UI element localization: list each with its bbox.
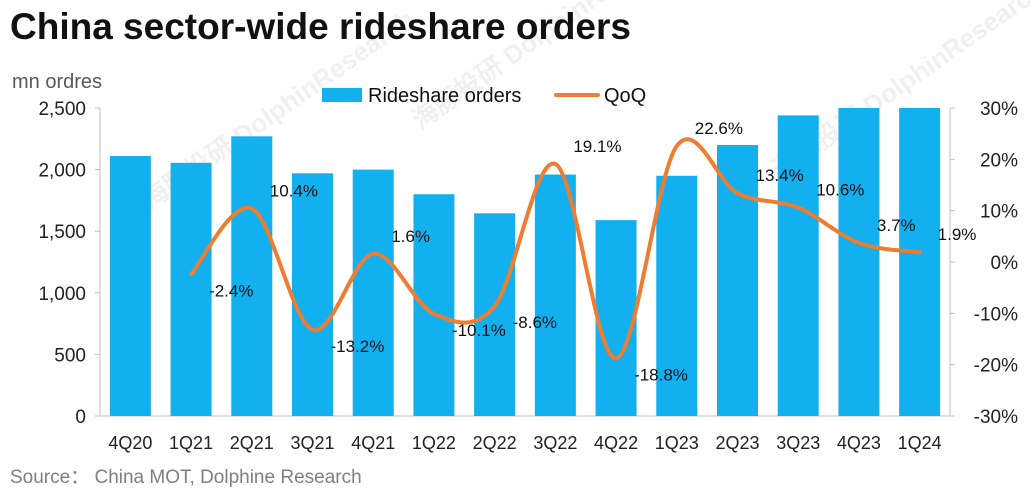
- bars: [109, 108, 941, 416]
- bar: [717, 144, 758, 416]
- x-tick-label: 1Q22: [412, 433, 456, 453]
- qoq-data-label: 3.7%: [877, 216, 916, 235]
- left-tick-label: 0: [75, 407, 86, 428]
- x-tick-label: 4Q20: [108, 433, 152, 453]
- right-tick-label: 20%: [980, 150, 1018, 171]
- x-tick-label: 3Q23: [776, 433, 820, 453]
- right-tick-label: 0%: [991, 253, 1019, 274]
- left-tick-label: 2,000: [38, 161, 86, 182]
- qoq-data-label: -8.6%: [513, 313, 557, 332]
- right-tick-label: 30%: [980, 99, 1018, 120]
- axes: 0 500 1,000 1,500 2,000 2,500 -30% -20% -10% 0% 10…: [38, 99, 1018, 453]
- right-tick-label: -10%: [974, 304, 1018, 325]
- left-tick-label: 2,500: [38, 99, 86, 120]
- right-tick-label: -20%: [974, 356, 1018, 377]
- left-tick-label: 1,500: [38, 222, 86, 243]
- bar: [231, 136, 273, 416]
- x-tick-label: 1Q23: [655, 433, 699, 453]
- chart-title: China sector-wide rideshare orders: [10, 6, 631, 47]
- qoq-data-label: -18.8%: [634, 366, 688, 385]
- bar: [534, 174, 576, 416]
- legend: Rideshare orders QoQ: [322, 85, 646, 107]
- bar: [595, 220, 637, 416]
- left-tick-label: 1,000: [38, 284, 86, 305]
- qoq-data-label: -10.1%: [452, 321, 506, 340]
- qoq-line-layer: [189, 137, 922, 361]
- bar: [352, 169, 394, 416]
- left-tick-label: 500: [54, 345, 86, 366]
- x-tick-label: 1Q24: [898, 433, 942, 453]
- qoq-line: [189, 137, 922, 361]
- x-tick-label: 2Q21: [230, 433, 274, 453]
- bar: [109, 156, 151, 416]
- x-tick-label: 2Q23: [715, 433, 759, 453]
- bar: [838, 108, 880, 416]
- bar: [656, 175, 698, 416]
- x-tick-label: 1Q21: [169, 433, 213, 453]
- data-labels: -2.4% 10.4% -13.2% 1.6% -10.1% -8.6% 19.1% -18.…: [209, 119, 976, 385]
- qoq-data-label: -2.4%: [209, 281, 253, 300]
- source-note: Source： China MOT, Dolphine Research: [10, 467, 362, 488]
- y-axis-unit-label: mn ordres: [12, 71, 102, 93]
- qoq-data-label: 1.6%: [391, 227, 430, 246]
- qoq-data-label: 10.4%: [270, 182, 318, 201]
- watermark-text: 海豚投研 DolphinResearch: [406, 0, 689, 135]
- right-tick-label: 10%: [980, 202, 1018, 223]
- bar: [899, 108, 941, 416]
- legend-bar-swatch: [322, 88, 362, 102]
- legend-line-label: QoQ: [604, 85, 646, 107]
- x-tick-label: 3Q21: [290, 433, 334, 453]
- bar: [292, 173, 333, 416]
- bar: [777, 115, 819, 416]
- qoq-data-label: 22.6%: [695, 119, 743, 138]
- qoq-data-label: -13.2%: [331, 337, 385, 356]
- x-tick-label: 4Q23: [837, 433, 881, 453]
- bar: [170, 162, 212, 416]
- x-tick-label: 3Q22: [533, 433, 577, 453]
- qoq-data-label: 19.1%: [573, 137, 621, 156]
- x-tick-label: 4Q21: [351, 433, 395, 453]
- x-tick-label: 2Q22: [473, 433, 517, 453]
- qoq-data-label: 1.9%: [938, 225, 977, 244]
- right-tick-label: -30%: [974, 407, 1018, 428]
- legend-bar-label: Rideshare orders: [368, 85, 521, 107]
- qoq-data-label: 10.6%: [816, 181, 864, 200]
- x-tick-label: 4Q22: [594, 433, 638, 453]
- qoq-data-label: 13.4%: [756, 166, 804, 185]
- bar: [474, 213, 516, 416]
